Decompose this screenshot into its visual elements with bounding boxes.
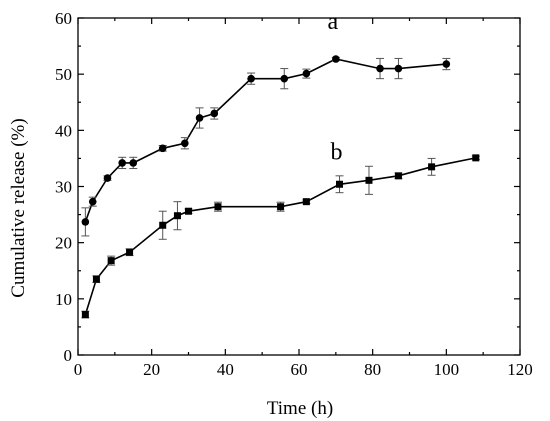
- data-point: [129, 159, 138, 167]
- data-point: [210, 109, 219, 118]
- axes: 0 20 40 60 80 100 120 0 10 20 30 40 50 60: [55, 9, 533, 379]
- data-point: [302, 198, 310, 206]
- x-tick-label: 60: [291, 360, 308, 379]
- x-tick-label: 0: [74, 360, 83, 379]
- x-tick-label: 100: [434, 360, 460, 379]
- data-point: [336, 180, 344, 188]
- data-point: [442, 60, 451, 68]
- data-point: [159, 221, 167, 229]
- x-tick-label: 80: [364, 360, 381, 379]
- data-point: [472, 154, 480, 162]
- data-point: [365, 176, 373, 184]
- y-tick-label: 10: [55, 290, 72, 309]
- data-point: [173, 212, 181, 220]
- y-tick-label: 40: [55, 121, 72, 140]
- data-point: [428, 163, 436, 171]
- series-line-a: [84, 58, 447, 223]
- data-point: [185, 207, 192, 215]
- data-point: [103, 174, 112, 182]
- data-point: [81, 311, 89, 319]
- y-axis-title: Cumulative release (%): [8, 118, 29, 297]
- y-tick-label: 30: [55, 178, 72, 197]
- data-point: [247, 74, 255, 83]
- data-point: [81, 218, 90, 226]
- data-point: [376, 64, 384, 73]
- data-point: [158, 144, 167, 153]
- y-tick-label: 50: [55, 65, 72, 84]
- y-tick-label: 60: [55, 9, 72, 28]
- x-tick-label: 120: [507, 360, 533, 379]
- data-point: [394, 64, 403, 73]
- x-axis-title: Time (h): [267, 398, 333, 419]
- series-layer: ab: [81, 9, 480, 319]
- series-a: a: [81, 9, 451, 237]
- data-point: [181, 139, 189, 148]
- data-point: [118, 159, 126, 167]
- data-point: [332, 55, 340, 63]
- data-point: [92, 275, 100, 283]
- data-point: [107, 257, 115, 265]
- series-line-b: [84, 157, 476, 315]
- data-point: [280, 74, 289, 83]
- y-tick-label: 20: [55, 234, 72, 253]
- data-point: [214, 203, 222, 211]
- data-point: [126, 248, 134, 256]
- data-point: [277, 203, 285, 211]
- x-tick-label: 40: [217, 360, 234, 379]
- data-point: [195, 114, 204, 122]
- data-point: [302, 69, 311, 78]
- series-label-b: b: [331, 139, 343, 165]
- data-point: [88, 197, 97, 206]
- data-point: [394, 172, 402, 180]
- y-tick-label: 0: [64, 346, 73, 365]
- series-b: b: [81, 139, 480, 319]
- plot-frame: [77, 17, 521, 356]
- series-label-a: a: [328, 9, 339, 35]
- x-tick-label: 20: [143, 360, 160, 379]
